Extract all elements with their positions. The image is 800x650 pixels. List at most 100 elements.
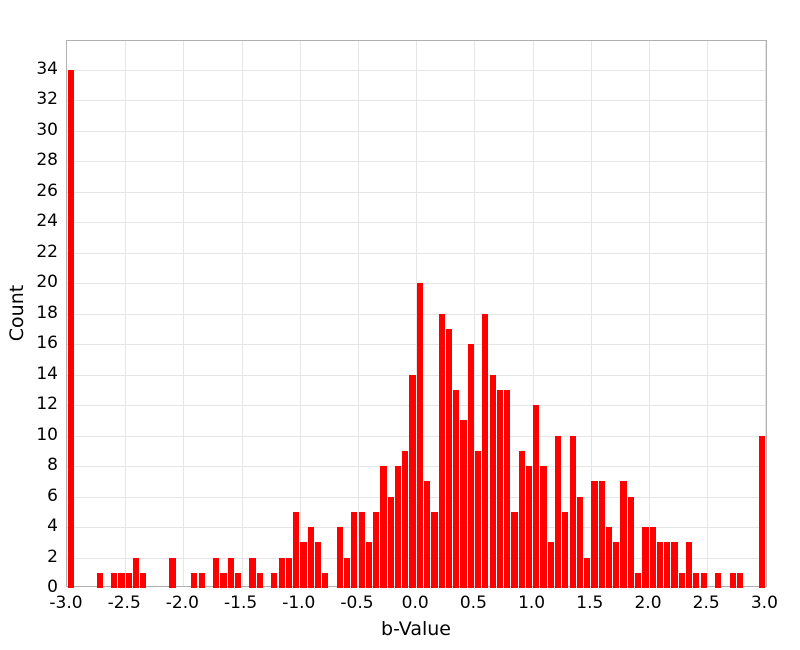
histogram-bar <box>504 389 511 588</box>
y-axis-tick-label: 24 <box>36 211 58 231</box>
histogram-bar <box>278 557 285 588</box>
x-axis-tick-label: -1.5 <box>224 593 258 613</box>
y-axis-tick-label: 16 <box>36 333 58 353</box>
histogram-bar <box>133 557 140 588</box>
histogram-bar <box>678 572 685 588</box>
histogram-bar <box>125 572 132 588</box>
histogram-bar <box>234 572 242 588</box>
x-axis-tick-label: -2.5 <box>107 593 141 613</box>
histogram-bar <box>380 466 387 588</box>
histogram-bar <box>627 496 634 588</box>
histogram-bar <box>562 511 569 588</box>
histogram-bar <box>111 572 118 588</box>
histogram-bar <box>118 572 125 588</box>
y-gridline <box>67 557 766 559</box>
histogram-bar <box>460 420 467 588</box>
histogram-bar <box>431 511 438 588</box>
x-axis-tick-label: -1.0 <box>282 593 316 613</box>
histogram-bar <box>671 542 678 588</box>
histogram-bar <box>416 283 423 588</box>
histogram-bar <box>140 572 147 588</box>
histogram-bar <box>409 374 416 588</box>
histogram-bar <box>540 466 547 588</box>
x-axis-tick-label: 0.0 <box>401 593 429 613</box>
y-gridline <box>67 161 766 162</box>
histogram-bar <box>300 542 307 588</box>
histogram-bar <box>576 496 584 588</box>
x-axis-tick-label: 3.0 <box>750 593 778 613</box>
histogram-bar <box>271 572 278 588</box>
histogram-bar <box>424 481 431 588</box>
y-axis-tick-label: 4 <box>47 516 58 536</box>
histogram-bar <box>496 389 504 588</box>
x-axis-tick-label: -2.0 <box>165 593 199 613</box>
y-axis-tick-label: 32 <box>36 89 58 109</box>
x-axis-tick-label: 1.5 <box>576 593 604 613</box>
histogram-bar <box>664 542 671 588</box>
x-axis-title: b-Value <box>381 618 451 640</box>
y-axis-tick-label: 30 <box>36 119 58 140</box>
histogram-bar <box>474 450 482 588</box>
histogram-bar <box>307 527 314 588</box>
histogram-bar <box>198 572 205 588</box>
histogram-bar <box>649 527 656 588</box>
histogram-bar <box>555 435 562 588</box>
y-gridline <box>67 435 766 437</box>
histogram-bar <box>489 374 496 588</box>
histogram-bar <box>525 466 533 588</box>
y-axis-tick-label: 20 <box>36 272 58 292</box>
x-axis-tick-label: 2.5 <box>692 593 720 613</box>
histogram-bar <box>220 572 227 588</box>
histogram-bar <box>227 557 234 588</box>
y-gridline <box>67 191 766 193</box>
y-axis-tick-label: 34 <box>36 58 58 79</box>
histogram-bar <box>351 511 358 588</box>
histogram-bar <box>598 481 605 588</box>
histogram-bar <box>213 557 220 588</box>
histogram-bar <box>394 466 402 588</box>
y-gridline <box>67 374 766 376</box>
histogram-bar <box>358 511 365 588</box>
histogram-bar <box>613 542 620 588</box>
histogram-bar <box>67 69 74 588</box>
y-axis-tick-label: 2 <box>47 546 58 567</box>
histogram-bar <box>191 572 198 588</box>
histogram-bar <box>322 572 329 588</box>
y-axis-tick-label: 0 <box>47 577 58 597</box>
histogram-bar <box>591 481 598 588</box>
histogram-bar <box>635 572 642 588</box>
histogram-bar <box>482 313 489 588</box>
histogram-bar <box>533 405 540 588</box>
x-axis-tick-label: 1.0 <box>518 593 546 613</box>
histogram-bar <box>584 557 591 588</box>
histogram-bar <box>438 313 445 588</box>
histogram-bar <box>693 572 700 588</box>
histogram-bar <box>700 572 707 588</box>
x-axis-tick-label: 0.5 <box>459 593 487 613</box>
y-axis-tick-label: 6 <box>47 485 58 506</box>
histogram-bar <box>547 542 554 588</box>
y-gridline <box>67 69 766 71</box>
y-gridline <box>67 527 766 528</box>
histogram-bar <box>453 389 460 588</box>
y-gridline <box>67 252 766 254</box>
histogram-bar <box>758 435 765 588</box>
histogram-bar <box>344 557 351 588</box>
histogram-bar <box>285 557 293 588</box>
histogram-bar <box>518 450 525 588</box>
y-gridline <box>67 466 766 467</box>
histogram-bar <box>642 527 649 588</box>
y-axis-tick-label: 26 <box>36 180 58 201</box>
x-axis-tick-label: -3.0 <box>49 593 83 613</box>
histogram-bar <box>336 527 343 588</box>
y-axis-tick-label: 28 <box>36 150 58 170</box>
y-gridline <box>67 222 766 223</box>
histogram-bar <box>736 572 744 588</box>
histogram-bar <box>249 557 256 588</box>
y-gridline <box>67 496 766 498</box>
y-axis-tick-label: 22 <box>36 241 58 262</box>
histogram-bar <box>169 557 176 588</box>
y-axis-tick-label: 14 <box>36 363 58 384</box>
histogram-bar <box>511 511 518 588</box>
